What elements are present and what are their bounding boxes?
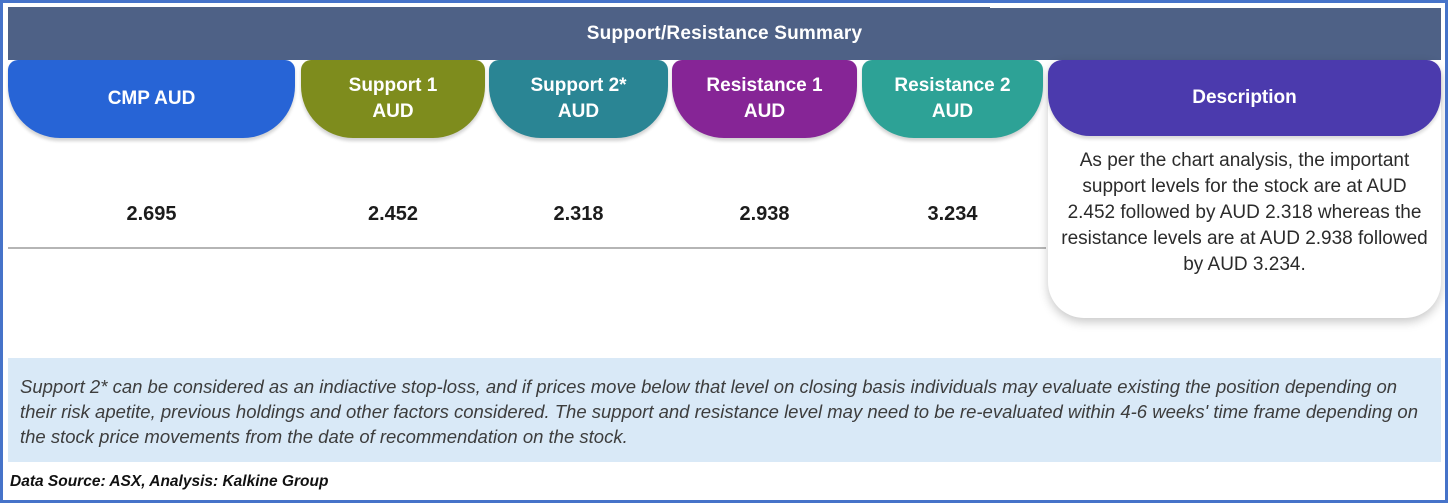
column-header-resistance2: Resistance 2 AUD <box>862 60 1043 138</box>
stop-loss-note-box: Support 2* can be considered as an india… <box>8 358 1441 462</box>
stop-loss-note-text: Support 2* can be considered as an india… <box>20 376 1418 447</box>
column-header-support2: Support 2* AUD <box>489 60 668 138</box>
column-header-label: Resistance 1 <box>706 75 823 97</box>
column-header-resistance1: Resistance 1 AUD <box>672 60 857 138</box>
header-notch <box>990 3 1441 8</box>
column-header-label: Support 2* <box>530 75 627 97</box>
column-header-label: Resistance 2 <box>894 75 1011 97</box>
column-header-label: CMP AUD <box>107 88 196 110</box>
cell-resistance2-value: 3.234 <box>927 203 978 225</box>
table-title: Support/Resistance Summary <box>586 22 863 44</box>
row-divider-line <box>8 247 1046 249</box>
data-source-caption: Data Source: ASX, Analysis: Kalkine Grou… <box>10 473 329 490</box>
description-text: As per the chart analysis, the important… <box>1061 150 1428 275</box>
column-header-cmp: CMP AUD <box>8 60 295 138</box>
cell-resistance1-value: 2.938 <box>739 203 790 225</box>
cell-support1-value: 2.452 <box>367 203 419 225</box>
table-title-bar: Support/Resistance Summary <box>8 7 1441 60</box>
description-card: Description As per the chart analysis, t… <box>1048 60 1441 318</box>
cell-cmp-value: 2.695 <box>126 203 177 225</box>
column-header-sublabel: AUD <box>372 101 414 122</box>
cell-support2-value: 2.318 <box>553 203 604 225</box>
column-header-description: Description <box>1048 60 1441 136</box>
column-header-label: Description <box>1192 87 1297 108</box>
column-header-sublabel: AUD <box>557 101 600 122</box>
column-header-label: Support 1 <box>348 75 438 97</box>
column-header-sublabel: AUD <box>931 101 974 122</box>
column-header-sublabel: AUD <box>743 101 786 122</box>
column-header-support1: Support 1 AUD <box>301 60 485 138</box>
